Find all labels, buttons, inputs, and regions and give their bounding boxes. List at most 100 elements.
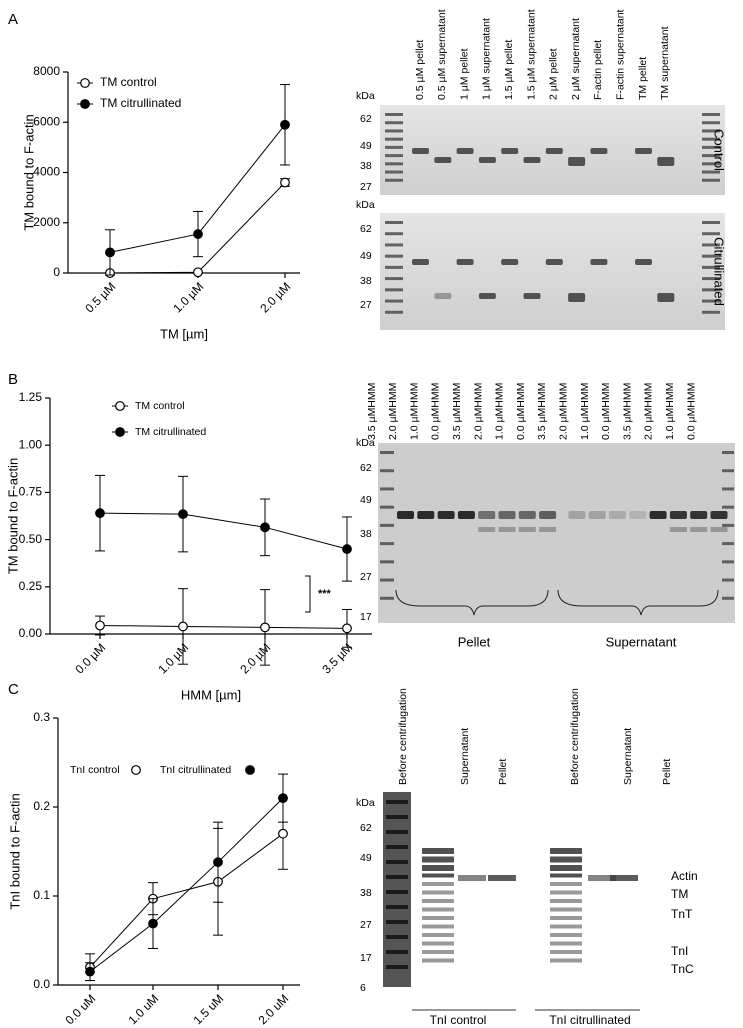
series-line [89,797,284,973]
band [690,527,708,532]
kda-label: kDa [356,90,375,102]
kda-label: 62 [360,462,372,474]
ladder-band [380,578,394,582]
band [588,511,606,519]
gel [378,443,735,623]
ladder-band [385,178,403,182]
band [610,875,638,881]
band [434,157,452,163]
ladder-band [722,469,734,473]
kda-label: 6 [360,982,366,994]
lane-label: 2.0 µMHMM [557,383,569,440]
band [539,511,557,519]
band [422,916,454,920]
y-tick-label: 0 [53,265,60,279]
band [422,958,454,963]
ladder-band [380,451,394,454]
ladder-band [722,451,734,454]
band [478,527,496,532]
point [148,918,158,929]
band [550,873,582,878]
band-label: TnT [671,907,693,921]
band [434,293,452,299]
kda-label: 49 [360,140,372,152]
point [260,622,270,633]
kda-label: 62 [360,113,372,125]
ladder-band [386,935,408,939]
band [478,511,496,519]
band [457,511,475,519]
significance-bracket [305,575,311,613]
lane-label: TM pellet [637,57,649,100]
point [213,857,223,868]
lane-label: Supernatant [459,728,471,785]
ladder-band [702,113,720,116]
ladder-band [702,277,720,281]
ladder-band [702,162,720,166]
ladder-band [380,560,394,564]
point [178,621,188,632]
ladder-band [722,505,734,509]
lane-label: Before centrifugation [397,688,409,785]
kda-label: 62 [360,822,372,834]
y-axis-title: TM bound to F-actin [21,114,36,230]
point [105,247,115,258]
ladder-band [385,265,403,269]
lane-label: 1.5 µM pellet [503,40,515,100]
lane-label: 2 µM pellet [548,48,560,100]
gel-side-label: Citrullinated [712,237,727,306]
ladder-band [702,265,720,269]
ladder-band [386,950,408,954]
band [478,293,496,299]
ladder-band [385,162,403,166]
point [278,793,288,803]
band [501,148,519,154]
y-tick-label: 8000 [33,64,60,78]
kda-label: 17 [360,952,372,964]
group-brace [557,589,719,616]
ladder-band [380,596,394,600]
band [550,865,582,871]
ladder-band [722,560,734,564]
series-line [99,625,348,629]
band [649,511,667,519]
band [412,148,429,154]
point [278,828,288,839]
y-tick-label: 0.50 [19,532,43,546]
group-label: TnI control [430,1013,487,1027]
ladder-band [386,890,408,894]
kda-label: 62 [360,223,372,235]
band [669,527,687,532]
ladder-band [722,542,734,546]
ladder-band [386,905,408,909]
band-label: Actin [671,869,698,883]
band [523,157,541,163]
x-tick-label: 0.5 µM [82,279,118,315]
kda-label: 27 [360,571,372,583]
lane-label: 2.0 µMHMM [387,383,399,440]
band [422,873,454,878]
legend-label: TM citrullinated [100,96,181,110]
ladder-band [385,154,403,158]
band [629,511,647,519]
band [550,907,582,912]
band [590,148,608,154]
y-axis-title: TnI bound to F-actin [7,793,22,909]
x-tick-label: 1.0 µM [155,640,191,676]
band [545,259,563,265]
ladder-band [702,137,720,141]
band [488,875,516,881]
band [690,511,708,519]
lane-label: Before centrifugation [569,688,581,785]
kda-label: kDa [356,797,375,809]
band [456,259,474,265]
band [422,933,454,937]
x-tick-label: 2.0 µM [237,640,273,676]
ladder-band [702,310,720,314]
legend-marker [80,78,90,88]
series-line [99,512,348,550]
ladder-band [722,487,734,491]
legend-marker [115,401,125,411]
band-label: TnC [671,962,694,976]
